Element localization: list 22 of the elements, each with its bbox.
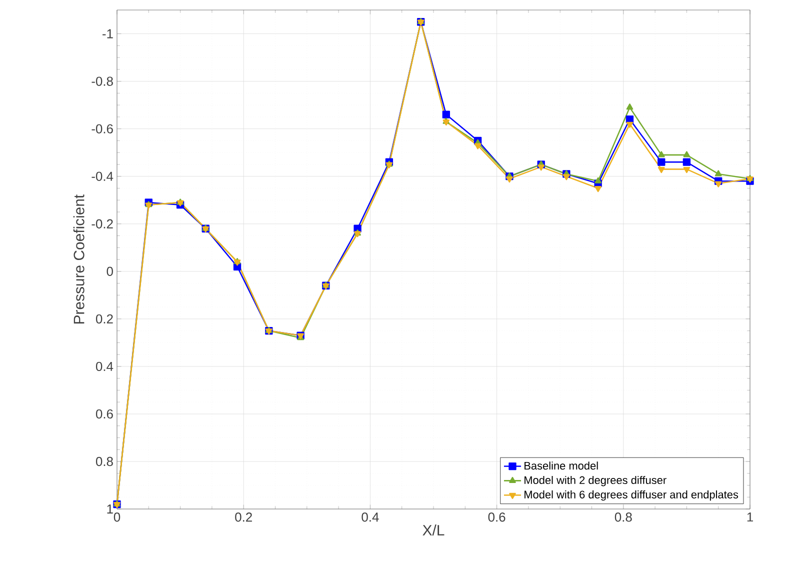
y-tick-label: 0.2 — [96, 314, 113, 324]
x-tick-label: 1 — [747, 512, 753, 522]
y-axis-title: Pressure Coeficient — [73, 194, 84, 324]
y-tick-label: -0.8 — [92, 76, 113, 86]
x-tick-label: 0.4 — [362, 512, 379, 522]
legend-label: Baseline model — [524, 462, 598, 470]
x-tick-label: 0.6 — [488, 512, 506, 522]
x-tick-label: 0 — [114, 512, 120, 522]
y-tick-label: -0.4 — [92, 172, 114, 181]
x-axis-title: X/L — [422, 524, 444, 536]
y-tick-label: 0.6 — [96, 409, 113, 419]
y-tick-label: 0 — [106, 266, 113, 276]
y-tick-label: -1 — [102, 29, 113, 38]
y-tick-label: 0.8 — [96, 456, 113, 466]
x-tick-label: 0.2 — [235, 512, 252, 522]
y-tick-label: -0.6 — [92, 124, 113, 134]
y-tick-label: -0.2 — [92, 219, 113, 228]
legend-label: Model with 2 degrees diffuser — [524, 476, 666, 486]
y-tick-label: 1 — [107, 504, 113, 514]
legend-label: Model with 6 degrees diffuser and endplates — [524, 490, 738, 501]
y-tick-label: 0.4 — [96, 362, 114, 372]
x-tick-label: 0.8 — [614, 512, 632, 522]
